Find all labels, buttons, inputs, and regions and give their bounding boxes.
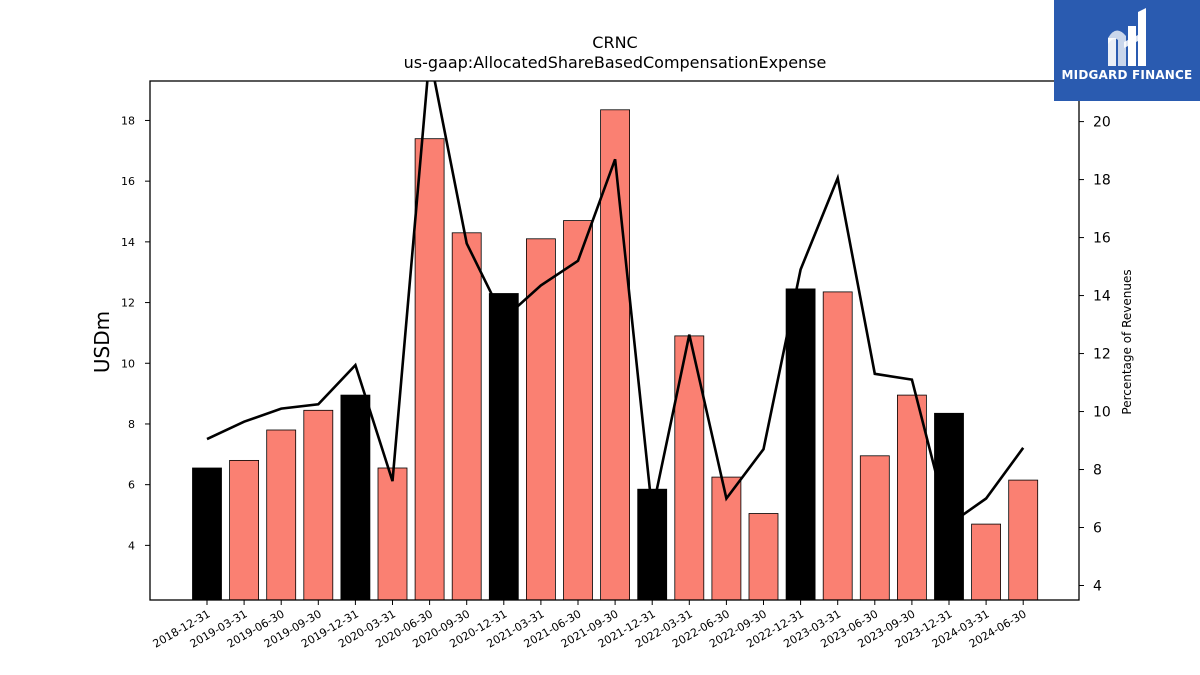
y2-axis-label: Percentage of Revenues: [1120, 269, 1134, 414]
y-tick-label: 6: [128, 479, 135, 492]
y2-tick-label: 6: [1093, 521, 1102, 537]
y-axis-label: USDm: [90, 311, 114, 373]
x-axis: 2018-12-312019-03-312019-06-302019-09-30…: [151, 600, 1029, 651]
y-tick-label: 12: [121, 297, 135, 310]
y2-tick-label: 20: [1093, 115, 1111, 131]
bar-2019-06-30: [266, 429, 297, 601]
brand-logo: MIDGARD FINANCE: [1054, 0, 1200, 101]
bar-2024-06-30: [1008, 479, 1039, 601]
bar-2023-03-31: [822, 291, 853, 601]
bar-2021-09-30: [600, 109, 630, 601]
bar-2024-03-31: [971, 523, 1001, 601]
bar-2020-06-30: [414, 138, 445, 601]
logo-mark-icon: [1108, 8, 1146, 66]
y-axis: 4 6 8 10 12 14 16 18: [121, 114, 150, 552]
bar-2018-12-31: [192, 467, 222, 601]
y2-tick-label: 10: [1093, 405, 1111, 421]
y2-tick-label: 18: [1093, 173, 1111, 189]
logo-text: MIDGARD FINANCE: [1061, 68, 1193, 82]
bar-2022-09-30: [748, 513, 779, 601]
y2-tick-label: 14: [1093, 289, 1111, 305]
y-tick-label: 4: [128, 539, 135, 552]
y-tick-label: 18: [121, 114, 135, 127]
bar-2019-03-31: [229, 459, 260, 601]
y2-tick-label: 4: [1093, 579, 1102, 595]
y-tick-label: 16: [121, 175, 135, 188]
bar-2022-12-31: [785, 288, 816, 601]
bar-2020-03-31: [377, 467, 408, 601]
y2-tick-label: 16: [1093, 231, 1111, 247]
plot-frame: [149, 80, 1080, 601]
bar-series: [192, 109, 1039, 601]
bar-2023-12-31: [934, 412, 964, 601]
chart-title: CRNC: [592, 33, 637, 52]
percentage-line: [206, 81, 1025, 527]
bar-2019-09-30: [303, 409, 334, 601]
bar-2021-06-30: [563, 220, 593, 601]
y-tick-label: 14: [121, 236, 135, 249]
y-tick-label: 10: [121, 357, 135, 370]
y-tick-label: 8: [128, 418, 135, 431]
bar-2020-12-31: [488, 293, 519, 601]
bar-2020-09-30: [451, 232, 482, 601]
y2-tick-label: 12: [1093, 347, 1111, 363]
bar-2019-12-31: [340, 394, 371, 601]
y2-axis: 4 6 8 10 12 14 16 18 20: [1079, 115, 1111, 595]
bar-2023-09-30: [897, 394, 927, 601]
chart-subtitle: us-gaap:AllocatedShareBasedCompensationE…: [404, 53, 827, 72]
bar-2021-03-31: [526, 238, 556, 601]
y2-tick-label: 8: [1093, 463, 1102, 479]
bar-2023-06-30: [859, 455, 890, 601]
